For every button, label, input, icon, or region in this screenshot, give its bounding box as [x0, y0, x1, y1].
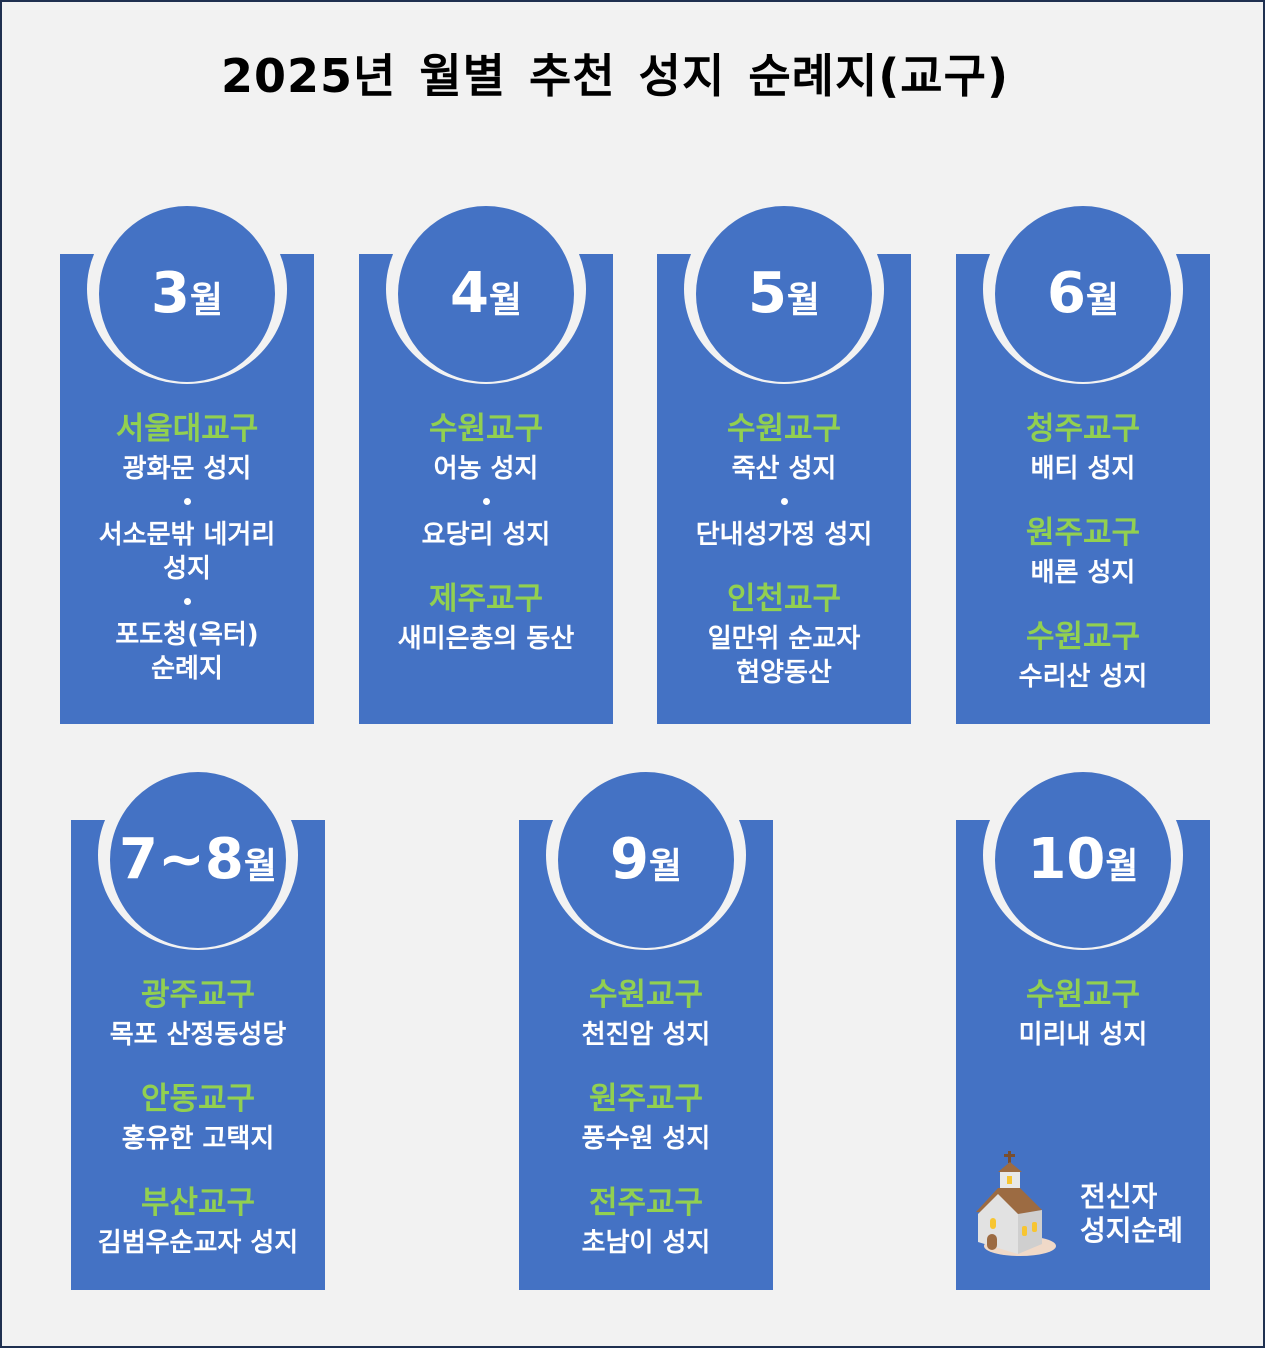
month-unit: 월	[488, 280, 523, 321]
site-name: 천진암 성지	[581, 1020, 711, 1050]
month-number: 6	[1046, 261, 1086, 326]
site-name: 목포 산정동성당	[109, 1020, 287, 1050]
district-name: 안동교구	[140, 1081, 256, 1117]
site-name: 순례지	[151, 654, 223, 684]
badge-line-1: 전신자	[1080, 1180, 1158, 1213]
district-name: 인천교구	[726, 581, 842, 617]
district-name: 광주교구	[140, 977, 256, 1013]
month-unit: 월	[243, 846, 277, 887]
site-name: 미리내 성지	[1018, 1020, 1148, 1050]
month-circle: 9 월	[558, 772, 734, 948]
site-name: 광화문 성지	[122, 454, 252, 484]
month-unit: 월	[1105, 846, 1139, 887]
district-name: 전주교구	[588, 1185, 704, 1221]
badge-line-2: 성지순례	[1080, 1214, 1184, 1247]
district-name: 부산교구	[140, 1185, 256, 1221]
site-name: 수리산 성지	[1018, 662, 1148, 692]
site-name: 현양동산	[736, 658, 832, 688]
site-name: 요당리 성지	[421, 520, 551, 550]
month-circle: 7~8 월	[110, 772, 286, 948]
district-name: 수원교구	[428, 411, 544, 447]
site-name: 김범우순교자 성지	[97, 1228, 299, 1258]
church-icon	[976, 1151, 1056, 1256]
site-name: 포도청(옥터)	[115, 620, 259, 650]
month-number: 10	[1027, 827, 1106, 892]
site-name: 배티 성지	[1030, 454, 1136, 484]
district-name: 서울대교구	[115, 411, 259, 447]
bullet-dot	[780, 498, 788, 505]
district-name: 원주교구	[1025, 515, 1141, 551]
pilgrimage-badge: 전신자 성지순례	[972, 1148, 1183, 1260]
month-unit: 월	[189, 280, 224, 321]
site-name: 죽산 성지	[731, 454, 837, 484]
district-name: 수원교구	[726, 411, 842, 447]
month-unit: 월	[1085, 280, 1120, 321]
bullet-dot	[183, 598, 191, 605]
month-number: 3	[150, 261, 190, 326]
month-unit: 월	[648, 846, 683, 887]
site-name: 새미은총의 동산	[397, 624, 575, 654]
district-name: 수원교구	[1025, 619, 1141, 655]
district-name: 수원교구	[588, 977, 704, 1013]
bullet-dot	[183, 498, 191, 505]
site-name: 초남이 성지	[581, 1228, 711, 1258]
district-name: 청주교구	[1025, 411, 1141, 447]
month-number: 9	[609, 827, 649, 892]
district-name: 제주교구	[428, 581, 544, 617]
site-name: 배론 성지	[1030, 558, 1136, 588]
district-name: 수원교구	[1025, 977, 1141, 1013]
bullet-dot	[482, 498, 490, 505]
month-circle: 3 월	[99, 206, 275, 382]
site-name: 어농 성지	[433, 454, 539, 484]
month-circle: 10 월	[995, 772, 1171, 948]
site-name: 풍수원 성지	[581, 1124, 711, 1154]
month-number: 4	[449, 261, 489, 326]
page-title: 2025년 월별 추천 성지 순례지(교구)	[221, 49, 1009, 103]
site-name: 홍유한 고택지	[121, 1124, 275, 1154]
site-name: 성지	[163, 554, 211, 584]
month-circle: 5 월	[696, 206, 872, 382]
district-name: 원주교구	[588, 1081, 704, 1117]
month-circle: 6 월	[995, 206, 1171, 382]
month-number: 5	[747, 261, 787, 326]
month-number: 7~8	[119, 827, 244, 892]
site-name: 일만위 순교자	[707, 624, 861, 654]
site-name: 단내성가정 성지	[695, 520, 873, 550]
month-unit: 월	[786, 280, 821, 321]
month-circle: 4 월	[398, 206, 574, 382]
site-name: 서소문밖 네거리	[98, 520, 276, 550]
